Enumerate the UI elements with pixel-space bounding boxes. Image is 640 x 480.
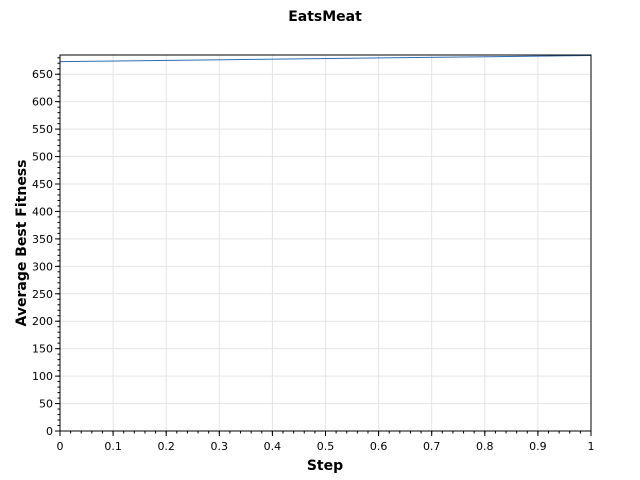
x-tick-label: 0.1: [104, 440, 122, 453]
y-axis: 0 50 100 150 200 250 300 350 400 450 500 550 600 650: [32, 57, 60, 438]
y-tick-label: 500: [32, 151, 53, 164]
y-tick-label: 350: [32, 233, 53, 246]
x-tick-label: 0.2: [157, 440, 175, 453]
x-tick-label: 0.8: [476, 440, 494, 453]
y-tick-label: 650: [32, 68, 53, 81]
y-tick-label: 250: [32, 288, 53, 301]
y-tick-label: 200: [32, 315, 53, 328]
x-axis: 0 0.1 0.2 0.3 0.4 0.5 0.6 0.7 0.8 0.9 1: [57, 431, 595, 453]
x-tick-label: 1: [588, 440, 595, 453]
chart-title: EatsMeat: [288, 9, 362, 25]
y-axis-label: Average Best Fitness: [14, 160, 30, 327]
x-axis-label: Step: [307, 458, 343, 474]
y-tick-label: 400: [32, 205, 53, 218]
series-layer: [59, 55, 592, 63]
y-tick-label: 0: [46, 425, 53, 438]
y-tick-label: 550: [32, 123, 53, 136]
x-tick-label: 0.6: [370, 440, 388, 453]
y-tick-label: 450: [32, 178, 53, 191]
x-tick-label: 0.3: [211, 440, 229, 453]
y-tick-label: 300: [32, 260, 53, 273]
x-tick-label: 0.5: [317, 440, 335, 453]
x-tick-label: 0.4: [264, 440, 282, 453]
x-tick-label: 0: [57, 440, 64, 453]
y-tick-label: 150: [32, 343, 53, 356]
y-tick-label: 50: [39, 398, 53, 411]
y-tick-label: 100: [32, 370, 53, 383]
x-tick-label: 0.7: [423, 440, 441, 453]
grid: [60, 55, 591, 431]
series-line: [59, 55, 592, 63]
y-tick-label: 600: [32, 96, 53, 109]
x-tick-label: 0.9: [529, 440, 547, 453]
